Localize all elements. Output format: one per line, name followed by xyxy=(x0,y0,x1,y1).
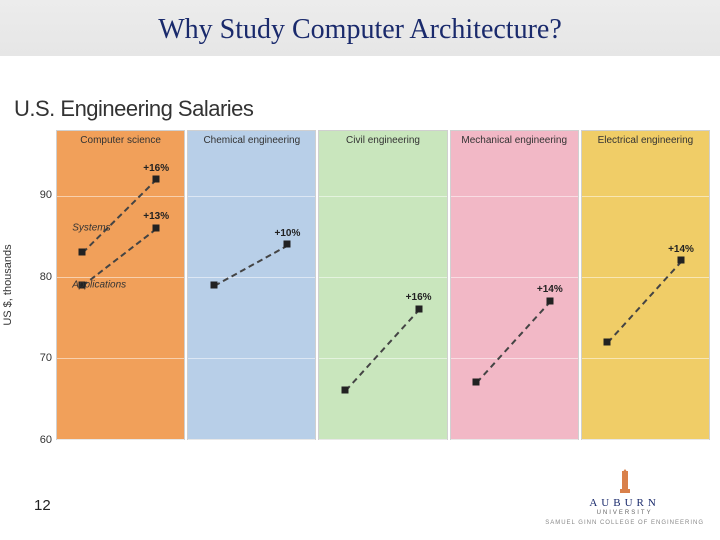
panel-plot: +16% Systems +13% Applications xyxy=(57,155,184,439)
logo-text: AUBURN xyxy=(545,497,704,509)
chart-container: U.S. Engineering Salaries US $, thousand… xyxy=(0,96,720,440)
y-tick: 80 xyxy=(40,271,52,283)
slide-title: Why Study Computer Architecture? xyxy=(0,14,720,46)
gridline xyxy=(582,358,709,359)
pct-change-label: +14% xyxy=(537,284,563,295)
series-trend-line xyxy=(214,244,289,286)
gridline xyxy=(319,439,446,440)
gridline xyxy=(451,358,578,359)
gridline xyxy=(188,439,315,440)
data-point xyxy=(153,225,160,232)
series-name-label: Systems xyxy=(72,223,110,234)
data-point xyxy=(415,306,422,313)
data-point xyxy=(284,241,291,248)
gridline xyxy=(57,277,184,278)
gridline xyxy=(451,196,578,197)
series-trend-line xyxy=(476,301,551,383)
chart-area: US $, thousands 60708090 Computer scienc… xyxy=(14,130,710,440)
pct-change-label: +16% xyxy=(406,292,432,303)
gridline xyxy=(451,277,578,278)
logo-subtext: UNIVERSITY xyxy=(545,510,704,516)
slide-number: 12 xyxy=(34,497,51,514)
chart-panel: Civil engineering +16% xyxy=(318,130,447,440)
pct-change-label: +13% xyxy=(143,211,169,222)
panel-plot: +16% xyxy=(319,155,446,439)
panel-label: Electrical engineering xyxy=(582,135,709,146)
pct-change-label: +10% xyxy=(274,228,300,239)
chart-panel: Electrical engineering +14% xyxy=(581,130,710,440)
series-name-label: Applications xyxy=(72,279,126,290)
panel-plot: +10% xyxy=(188,155,315,439)
chart-panel: Chemical engineering +10% xyxy=(187,130,316,440)
panel-label: Civil engineering xyxy=(319,135,446,146)
data-point xyxy=(604,338,611,345)
title-bar: Why Study Computer Architecture? xyxy=(0,0,720,56)
panel-label: Mechanical engineering xyxy=(451,135,578,146)
y-tick: 70 xyxy=(40,352,52,364)
gridline xyxy=(57,196,184,197)
gridline xyxy=(319,358,446,359)
panel-plot: +14% xyxy=(451,155,578,439)
gridline xyxy=(319,196,446,197)
chart-panel: Mechanical engineering +14% xyxy=(450,130,579,440)
chart-panel: Computer science +16% Systems +13% Applicati… xyxy=(56,130,185,440)
gridline xyxy=(582,196,709,197)
data-point xyxy=(153,176,160,183)
panel-label: Computer science xyxy=(57,135,184,146)
data-point xyxy=(210,281,217,288)
pct-change-label: +16% xyxy=(143,163,169,174)
gridline xyxy=(582,277,709,278)
panel-label: Chemical engineering xyxy=(188,135,315,146)
logo-tower-icon xyxy=(616,469,634,495)
data-point xyxy=(546,298,553,305)
gridline xyxy=(188,358,315,359)
panel-plot: +14% xyxy=(582,155,709,439)
gridline xyxy=(57,439,184,440)
data-point xyxy=(678,257,685,264)
slide-footer: 12 AUBURN UNIVERSITY SAMUEL GINN COLLEGE… xyxy=(0,472,720,532)
logo-dept: SAMUEL GINN COLLEGE OF ENGINEERING xyxy=(545,520,704,526)
gridline xyxy=(57,358,184,359)
chart-title: U.S. Engineering Salaries xyxy=(14,96,710,122)
series-trend-line xyxy=(607,260,682,342)
data-point xyxy=(341,387,348,394)
series-trend-line xyxy=(345,309,420,391)
gridline xyxy=(188,196,315,197)
data-point xyxy=(79,249,86,256)
y-tick: 60 xyxy=(40,434,52,446)
gridline xyxy=(451,439,578,440)
gridline xyxy=(582,439,709,440)
gridline xyxy=(188,277,315,278)
y-axis-label: US $, thousands xyxy=(2,244,14,325)
y-tick: 90 xyxy=(40,189,52,201)
university-logo: AUBURN UNIVERSITY SAMUEL GINN COLLEGE OF… xyxy=(545,469,704,526)
y-axis-ticks: 60708090 xyxy=(32,154,52,440)
chart-panels: Computer science +16% Systems +13% Applicati… xyxy=(56,130,710,440)
pct-change-label: +14% xyxy=(668,244,694,255)
data-point xyxy=(473,379,480,386)
gridline xyxy=(319,277,446,278)
